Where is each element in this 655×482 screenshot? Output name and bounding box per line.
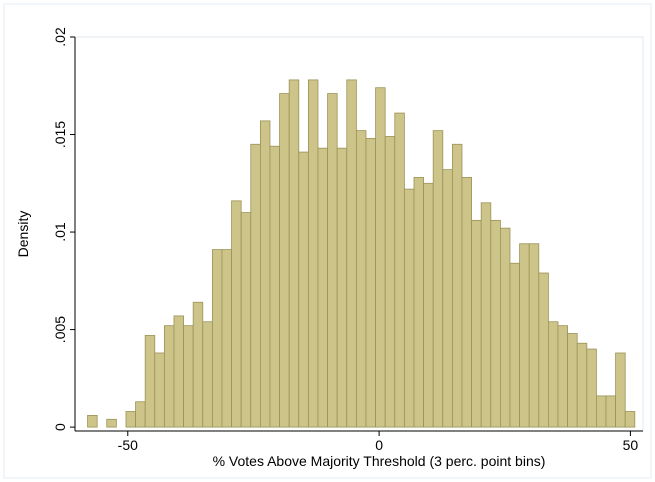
bar	[499, 227, 511, 428]
bar	[480, 202, 492, 428]
bar	[298, 151, 309, 428]
y-tick-label: 0	[52, 423, 68, 431]
bar	[432, 130, 444, 428]
bar	[154, 352, 165, 428]
bar	[413, 177, 424, 428]
bar	[211, 249, 223, 428]
bar	[519, 243, 530, 428]
x-axis-label: % Votes Above Majority Threshold (3 perc…	[213, 453, 546, 469]
bar	[288, 79, 300, 428]
bar	[269, 145, 280, 428]
bar	[202, 321, 213, 428]
bar	[327, 93, 338, 428]
bar	[317, 147, 328, 428]
y-axis-label: Density	[15, 211, 31, 258]
bar	[624, 411, 636, 428]
y-tick-label: .01	[52, 222, 68, 242]
bar	[355, 130, 367, 428]
bar	[557, 325, 569, 428]
bar	[548, 321, 559, 428]
bar	[375, 87, 386, 428]
y-tick-label: .005	[52, 316, 68, 343]
bar	[461, 177, 472, 428]
bar	[87, 414, 98, 428]
bar	[509, 262, 520, 428]
bar	[307, 79, 319, 428]
bar	[336, 147, 348, 428]
bar	[365, 138, 376, 428]
bar	[231, 200, 242, 428]
bar	[586, 348, 597, 428]
bar	[221, 249, 232, 428]
bar	[346, 79, 357, 428]
y-tick-label: .02	[52, 27, 68, 47]
bar	[135, 401, 146, 428]
bar	[596, 395, 607, 428]
bar	[442, 169, 453, 428]
bar	[528, 243, 540, 428]
bar	[192, 301, 204, 428]
bar	[451, 143, 463, 428]
bar	[384, 136, 396, 428]
bar	[106, 418, 117, 428]
bar	[615, 352, 626, 428]
bar	[605, 395, 617, 428]
bar	[259, 120, 271, 428]
bar	[183, 325, 194, 428]
bar	[403, 188, 415, 428]
bar	[163, 325, 175, 428]
bar	[490, 219, 501, 428]
bar	[471, 219, 482, 428]
bar	[173, 315, 184, 428]
bar	[279, 93, 290, 428]
bar	[576, 342, 588, 428]
bar	[144, 335, 156, 428]
bar	[250, 143, 261, 428]
bar	[538, 272, 549, 428]
bar	[240, 212, 252, 428]
x-tick-label: -50	[118, 437, 138, 453]
bar	[567, 333, 578, 428]
x-tick-label: 50	[623, 437, 639, 453]
y-tick-label: .015	[52, 121, 68, 148]
bar	[125, 411, 136, 428]
x-tick-label: 0	[375, 437, 383, 453]
bar	[423, 182, 434, 428]
bar	[394, 112, 405, 428]
